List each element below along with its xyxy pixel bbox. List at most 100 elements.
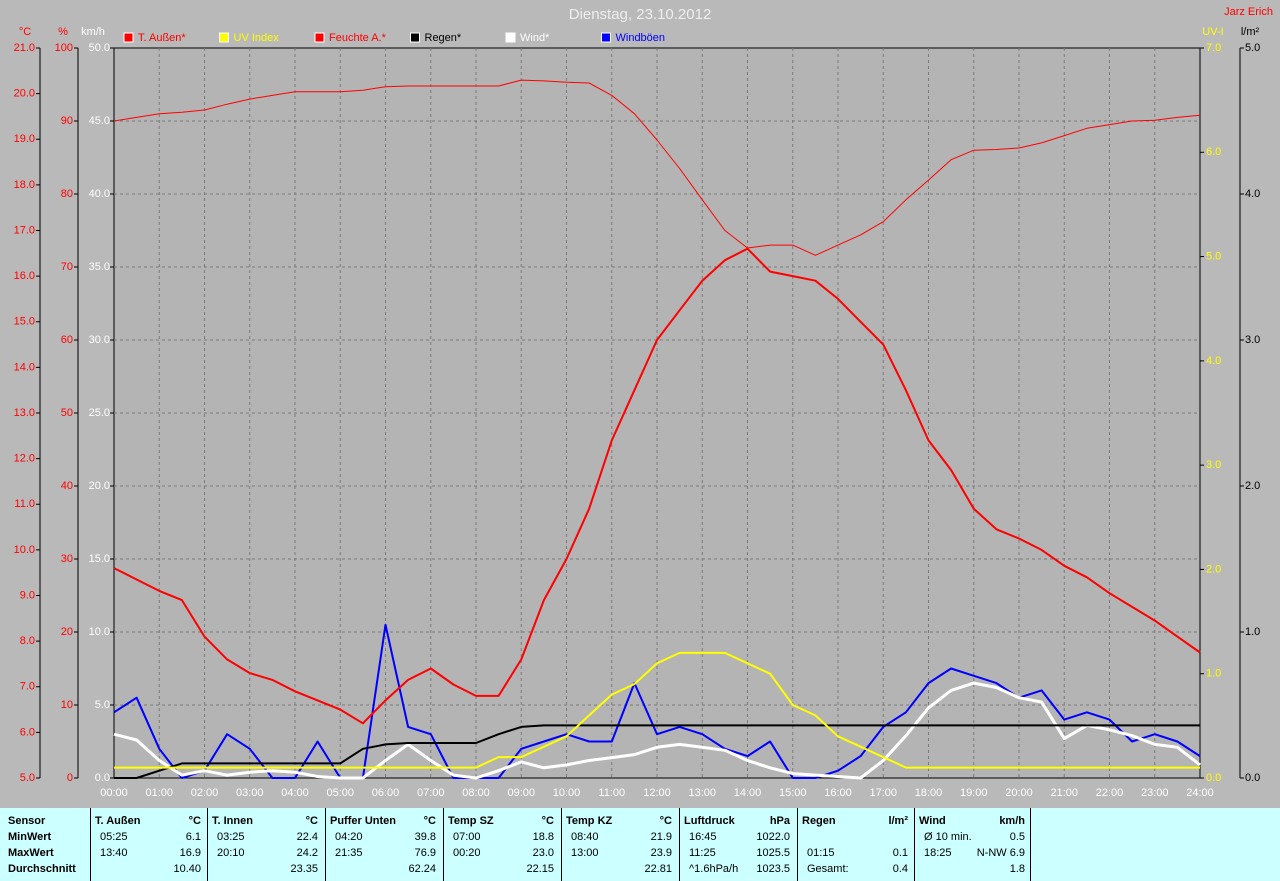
axis-unit: UV-I	[1202, 26, 1223, 38]
column-divider	[443, 808, 444, 881]
row-label: Durchschnitt	[8, 863, 76, 875]
column-divider	[561, 808, 562, 881]
y-tick-label: 4.0	[1206, 355, 1221, 367]
cell-value: 23.9	[650, 847, 672, 859]
x-tick-label: 07:00	[417, 787, 445, 799]
y-tick-label: 10	[61, 699, 73, 711]
x-tick-label: 12:00	[643, 787, 671, 799]
y-tick-label: 15.0	[14, 316, 35, 328]
y-tick-label: 10.0	[89, 626, 110, 638]
legend-swatch	[219, 32, 229, 43]
x-tick-label: 06:00	[372, 787, 400, 799]
y-tick-label: 0.0	[1206, 772, 1221, 784]
y-tick-label: 90	[61, 115, 73, 127]
cell-value: 22.4	[296, 831, 318, 843]
cell-time: 04:20	[335, 831, 363, 843]
column-divider	[914, 808, 915, 881]
y-tick-label: 17.0	[14, 224, 35, 236]
y-tick-label: 7.0	[1206, 42, 1221, 54]
y-tick-label: 45.0	[89, 115, 110, 127]
cell-time: 03:25	[217, 831, 245, 843]
cell-time: 18:25	[924, 847, 952, 859]
group-name: Temp KZ	[566, 815, 613, 827]
group-unit: °C	[423, 815, 436, 827]
group-unit: °C	[541, 815, 554, 827]
y-tick-label: 40.0	[89, 188, 110, 200]
y-tick-label: 10.0	[14, 544, 35, 556]
y-tick-label: 3.0	[1245, 334, 1260, 346]
y-tick-label: 50.0	[89, 42, 110, 54]
cell-value: 62.24	[408, 863, 436, 875]
y-tick-label: 5.0	[1245, 42, 1260, 54]
series-line	[113, 247, 1201, 725]
series-line	[114, 651, 1200, 769]
cell-value: 23.35	[290, 863, 318, 875]
cell-time: 13:00	[571, 847, 599, 859]
cell-value: 0.4	[892, 863, 908, 875]
y-tick-label: 0.0	[95, 772, 110, 784]
column-divider	[797, 808, 798, 881]
row-label: MaxWert	[8, 847, 54, 859]
chart-title: Dienstag, 23.10.2012	[569, 6, 712, 23]
cell-value: 1023.5	[756, 863, 790, 875]
legend-label: T. Außen*	[138, 32, 186, 44]
y-tick-label: 20	[61, 626, 73, 638]
y-tick-label: 6.0	[1206, 146, 1221, 158]
y-tick-label: 35.0	[89, 261, 110, 273]
y-tick-label: 2.0	[1245, 480, 1260, 492]
y-tick-label: 60	[61, 334, 73, 346]
y-tick-label: 4.0	[1245, 188, 1260, 200]
legend-label: Feuchte A.*	[329, 32, 387, 44]
group-unit: °C	[305, 815, 318, 827]
cell-time: 21:35	[335, 847, 363, 859]
y-tick-label: 8.0	[20, 635, 35, 647]
x-tick-label: 21:00	[1050, 787, 1078, 799]
y-tick-label: 80	[61, 188, 73, 200]
axis-unit: km/h	[81, 26, 105, 38]
group-name: T. Außen	[95, 815, 141, 827]
stats-table: Sensor MinWert MaxWert Durchschnitt T. Außen…	[0, 808, 1280, 881]
chart: Dienstag, 23.10.2012 Jarz Erich 00:00 01:…	[13, 5, 1273, 799]
x-tick-label: 15:00	[779, 787, 807, 799]
cell-time: 20:10	[217, 847, 245, 859]
cell-value: N-NW 6.9	[976, 847, 1025, 859]
axis-unit: °C	[19, 26, 31, 38]
group-unit: °C	[659, 815, 672, 827]
author: Jarz Erich	[1224, 6, 1273, 18]
column-divider	[207, 808, 208, 881]
y-tick-label: 25.0	[89, 407, 110, 419]
group-name: Regen	[802, 815, 836, 827]
x-tick-label: 03:00	[236, 787, 264, 799]
axis-unit: %	[58, 26, 68, 38]
cell-time: 13:40	[100, 847, 128, 859]
cell-value: 1025.5	[756, 847, 790, 859]
cell-time: 01:15	[807, 847, 835, 859]
cell-value: 6.1	[185, 831, 201, 843]
cell-time: 08:40	[571, 831, 599, 843]
x-tick-label: 19:00	[960, 787, 988, 799]
y-tick-label: 1.0	[1245, 626, 1260, 638]
group-unit: km/h	[999, 815, 1025, 827]
row-label: Sensor	[8, 815, 46, 827]
cell-time: Gesamt:	[807, 863, 849, 875]
group-unit: l/m²	[888, 815, 908, 827]
y-tick-label: 16.0	[14, 270, 35, 282]
legend-label: Windböen	[616, 32, 666, 44]
series-line	[114, 724, 1200, 779]
legend-swatch	[314, 32, 325, 43]
x-tick-label: 02:00	[191, 787, 219, 799]
cell-value: 23.0	[532, 847, 554, 859]
cell-value: 24.2	[296, 847, 318, 859]
y-tick-label: 18.0	[14, 179, 35, 191]
y-tick-label: 9.0	[20, 589, 35, 601]
y-tick-label: 50	[61, 407, 73, 419]
x-tick-label: 04:00	[281, 787, 309, 799]
x-tick-label: 09:00	[507, 787, 535, 799]
x-tick-label: 01:00	[145, 787, 173, 799]
legend-swatch	[601, 32, 611, 43]
group-unit: hPa	[769, 815, 790, 827]
cell-value: 16.9	[179, 847, 201, 859]
x-tick-label: 20:00	[1005, 787, 1033, 799]
series-line	[113, 681, 1201, 780]
